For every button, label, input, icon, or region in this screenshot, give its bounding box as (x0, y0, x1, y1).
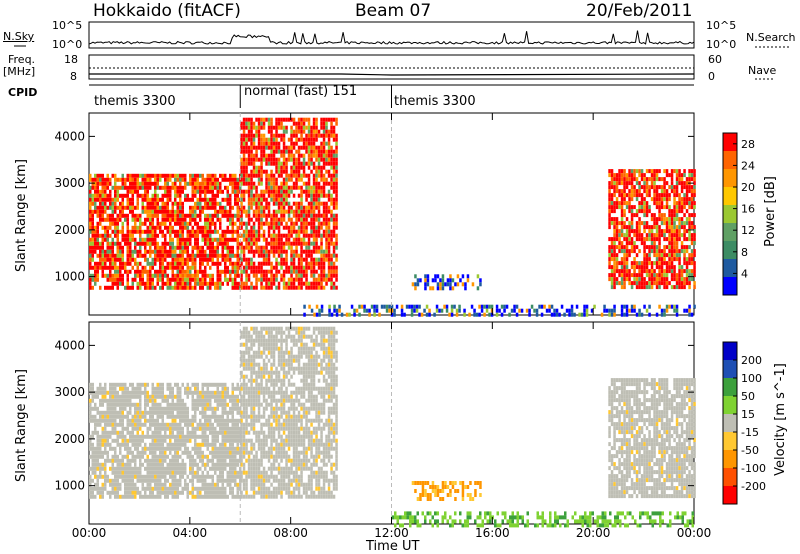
velocity-colorbar-segment (723, 378, 737, 397)
date-title: 20/Feb/2011 (586, 1, 693, 21)
velocity-colorbar-segment (723, 486, 737, 505)
velocity-echo-region-2 (240, 326, 338, 499)
power-colorbar-segment (723, 277, 737, 296)
n-sky-tick-low-right: 10^0 (706, 38, 737, 51)
power-colorbar-frame (722, 132, 738, 296)
velocity-colorbar-tick-4: -15 (741, 426, 759, 439)
velocity-colorbar-tick-2: 50 (741, 390, 755, 403)
n-sky-trace (88, 30, 695, 45)
power-colorbar-segment (723, 169, 737, 188)
cpid-label: CPID (8, 86, 38, 99)
x-tick-label-3: 12:00 (374, 526, 409, 540)
velocity-colorbar-segment (723, 450, 737, 469)
n-search-label: N.Search (746, 31, 796, 44)
power-colorbar-tick-0: 4 (741, 267, 748, 280)
power-colorbar-segment (723, 223, 737, 242)
velocity-y-tick-label-2000: 2000 (54, 432, 85, 446)
velocity-colorbar-segment (723, 432, 737, 451)
power-echo-region-3 (411, 274, 482, 291)
velocity-colorbar-segment (723, 396, 737, 415)
cpid-segment-1: themis 3300 (94, 94, 176, 109)
velocity-y-tick-label-1000: 1000 (54, 479, 85, 493)
x-axis-label: Time UT (366, 539, 420, 554)
freq-frame (88, 54, 695, 80)
freq-trace (89, 73, 695, 76)
power-colorbar-tick-6: 28 (741, 138, 755, 151)
n-sky-tick-high: 10^5 (52, 19, 83, 32)
power-colorbar-segment (723, 241, 737, 260)
velocity-echo-region-1 (89, 382, 242, 499)
cpid-segment-2: normal (fast) 151 (244, 84, 358, 99)
power-echo-region-1 (89, 173, 242, 290)
power-echo-region-2 (240, 117, 338, 290)
velocity-echo-region-3 (411, 481, 482, 501)
velocity-colorbar-tick-5: -50 (741, 444, 759, 457)
freq-label-top: Freq. (8, 53, 36, 66)
x-tick-label-0: 00:00 (72, 526, 107, 540)
power-colorbar-tick-2: 12 (741, 224, 755, 237)
cpid-segment-3: themis 3300 (394, 94, 476, 109)
power-colorbar-tick-5: 24 (741, 159, 755, 172)
n-sky-frame (88, 21, 695, 49)
nave-tick-high: 60 (708, 53, 722, 66)
beam-title: Beam 07 (355, 1, 432, 21)
power-echo-region-5 (303, 304, 696, 317)
velocity-colorbar-tick-0: 200 (741, 354, 762, 367)
velocity-y-tick-label-4000: 4000 (54, 338, 85, 352)
power-colorbar-tick-3: 16 (741, 203, 755, 216)
velocity-y-tick-label-3000: 3000 (54, 385, 85, 399)
x-tick-label-2: 08:00 (273, 526, 308, 540)
velocity-colorbar-tick-6: -100 (741, 462, 766, 475)
power-colorbar-tick-4: 20 (741, 181, 755, 194)
station-title: Hokkaido (fitACF) (93, 1, 241, 21)
velocity-colorbar-segment (723, 468, 737, 487)
power-y-tick-label-3000: 3000 (54, 176, 85, 190)
nave-tick-low: 0 (708, 70, 715, 83)
n-sky-tick-high-right: 10^5 (706, 19, 737, 32)
n-sky-label: N.Sky (3, 30, 35, 43)
power-y-tick-label-4000: 4000 (54, 129, 85, 143)
freq-label-unit: [MHz] (3, 65, 36, 78)
n-sky-tick-low: 10^0 (52, 38, 83, 51)
x-tick-label-1: 04:00 (173, 526, 208, 540)
freq-tick-high: 18 (64, 53, 78, 66)
nave-label: Nave (748, 64, 777, 77)
velocity-colorbar-segment (723, 360, 737, 379)
x-tick-label-6: 00:00 (677, 526, 712, 540)
velocity-colorbar-tick-1: 100 (741, 372, 762, 385)
velocity-colorbar-frame (722, 341, 738, 505)
x-tick-label-5: 20:00 (576, 526, 611, 540)
velocity-colorbar-tick-7: -200 (741, 480, 766, 493)
power-colorbar-segment (723, 133, 737, 152)
velocity-colorbar-segment (723, 342, 737, 361)
velocity-colorbar-tick-3: 15 (741, 408, 755, 421)
power-colorbar-segment (723, 151, 737, 170)
power-echo-region-4 (608, 169, 696, 290)
velocity-echo-region-5 (391, 511, 694, 528)
power-colorbar-segment (723, 187, 737, 206)
power-colorbar-tick-1: 8 (741, 246, 748, 259)
power-colorbar-segment (723, 259, 737, 278)
power-colorbar-segment (723, 205, 737, 224)
velocity-colorbar-segment (723, 414, 737, 433)
freq-tick-low: 8 (70, 70, 77, 83)
power-y-tick-label-2000: 2000 (54, 223, 85, 237)
velocity-echo-region-4 (608, 378, 696, 499)
x-tick-label-4: 16:00 (475, 526, 510, 540)
power-y-tick-label-1000: 1000 (54, 270, 85, 284)
